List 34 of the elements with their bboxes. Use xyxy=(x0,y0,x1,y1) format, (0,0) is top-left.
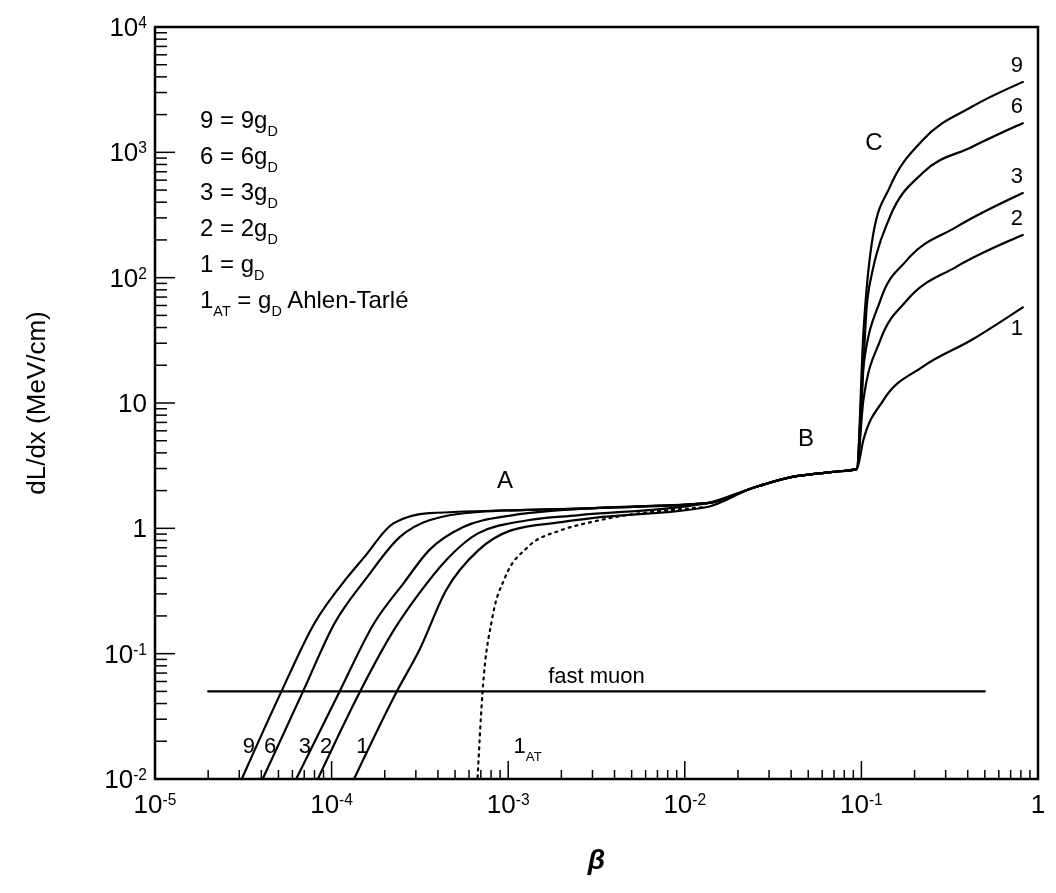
text: 3 xyxy=(1010,163,1024,189)
y-tick-label: 10$^{4}$ xyxy=(109,12,148,43)
annotation: 6 = 6g$_{D}$ xyxy=(200,142,278,175)
x-tick-label: 1 xyxy=(1030,789,1046,819)
x-tick-label: 10$^{-3}$ xyxy=(486,789,530,819)
annotation: 2 = 2g$_{D}$ xyxy=(200,214,278,247)
y-axis-title: dL/dx (MeV/cm) xyxy=(21,311,51,495)
text: 6 xyxy=(1010,93,1024,119)
annotation: B xyxy=(797,424,815,451)
y-tick-label: 10$^{3}$ xyxy=(109,137,147,168)
y-tick-label: 10$^{2}$ xyxy=(109,262,147,293)
text: 9 xyxy=(1010,52,1024,78)
y-tick-label: 1 xyxy=(132,513,147,544)
series-label: 1$_{AT}$ xyxy=(513,733,542,764)
series-label: fast muon xyxy=(548,663,645,689)
annotation: 3 = 3g$_{D}$ xyxy=(200,178,278,211)
x-tick-label: 10$^{-4}$ xyxy=(310,789,354,819)
series-label: 3 xyxy=(298,733,312,758)
series-label: 2 xyxy=(319,733,333,758)
x-tick-label: 10$^{-1}$ xyxy=(840,789,883,819)
x-tick-label: 10$^{-2}$ xyxy=(663,789,707,819)
annotation: 1$_{AT}$ = g$_{D}$ Ahlen-Tarlé xyxy=(200,286,409,319)
series-label: 6 xyxy=(264,733,277,758)
annotation: A xyxy=(496,466,514,493)
annotation: 1 = g$_{D}$ xyxy=(200,250,265,283)
y-tick-label: 10$^{-1}$ xyxy=(104,638,147,669)
series-label: 9 xyxy=(242,733,256,758)
annotation: 9 = 9g$_{D}$ xyxy=(200,106,278,139)
text: 2 xyxy=(1010,205,1024,230)
series-label: 1 xyxy=(1010,315,1024,341)
x-axis-title: β xyxy=(586,844,606,875)
text: 1 xyxy=(356,733,369,758)
y-tick-label: 10 xyxy=(118,388,147,419)
annotation: C xyxy=(865,128,883,155)
